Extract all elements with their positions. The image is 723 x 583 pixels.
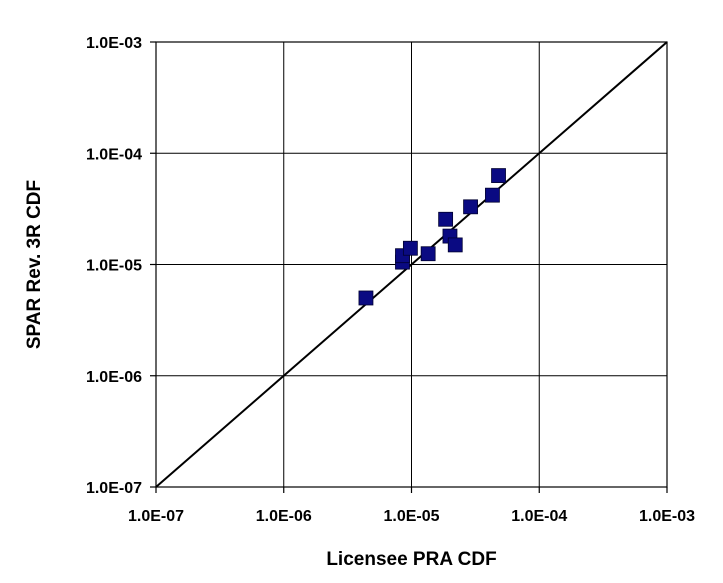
data-point — [358, 290, 374, 306]
x-axis-ticks — [155, 487, 668, 493]
x-tick-labels: 1.0E-07 1.0E-06 1.0E-05 1.0E-04 1.0E-03 — [128, 508, 695, 525]
y-tick-label: 1.0E-04 — [86, 146, 142, 163]
y-axis-title: SPAR Rev. 3R CDF — [24, 180, 45, 349]
data-point — [420, 246, 436, 262]
y-tick-label: 1.0E-07 — [86, 480, 142, 497]
data-point — [402, 240, 418, 256]
data-point — [438, 211, 454, 227]
y-tick-label: 1.0E-05 — [86, 258, 142, 275]
x-axis-title: Licensee PRA CDF — [326, 549, 496, 570]
y-tick-label: 1.0E-06 — [86, 369, 142, 386]
data-point — [485, 187, 500, 203]
data-point — [447, 237, 463, 253]
data-point — [463, 199, 478, 215]
y-tick-labels: 1.0E-07 1.0E-06 1.0E-05 1.0E-04 1.0E-03 — [86, 35, 142, 497]
y-tick-label: 1.0E-03 — [86, 35, 142, 52]
x-tick-label: 1.0E-04 — [511, 508, 567, 525]
y-axis-ticks — [150, 41, 156, 488]
x-tick-label: 1.0E-07 — [128, 508, 184, 525]
reference-line-y-equals-x — [155, 41, 668, 488]
data-point — [491, 168, 506, 183]
x-tick-label: 1.0E-05 — [383, 508, 439, 525]
data-points — [358, 168, 506, 306]
x-tick-label: 1.0E-03 — [639, 508, 695, 525]
x-tick-label: 1.0E-06 — [256, 508, 312, 525]
